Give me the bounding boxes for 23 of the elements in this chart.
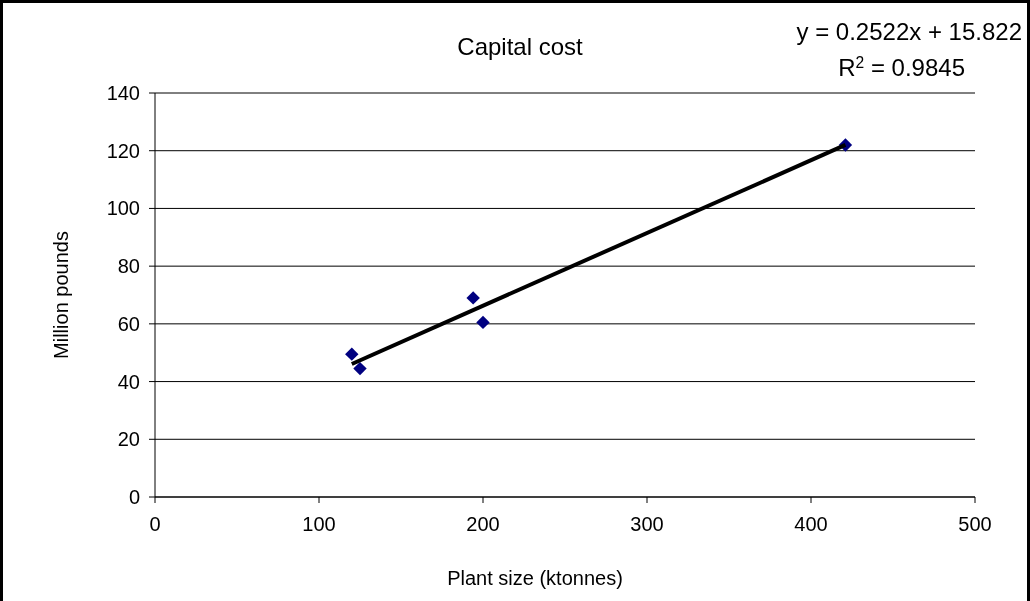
y-tick-label: 20 <box>117 428 140 451</box>
y-tick-label: 0 <box>128 486 140 508</box>
point <box>353 361 367 376</box>
x-tick-label: 500 <box>958 513 992 535</box>
y-tick-label: 60 <box>117 312 140 335</box>
y-tick-label: 140 <box>106 82 140 104</box>
text: R$^{2}$ = 0.9845 <box>838 53 965 81</box>
point <box>345 347 359 361</box>
y-tick-label: 40 <box>117 370 140 393</box>
y-tick-label: 100 <box>106 197 140 220</box>
text: y = 0.2522x + 15.822 <box>796 18 1022 45</box>
y-axis-title: Million pounds <box>50 231 72 359</box>
point <box>476 315 490 330</box>
point <box>466 291 480 305</box>
x-tick-label: 300 <box>630 513 664 535</box>
x-tick-label: 200 <box>466 513 500 535</box>
y-tick-label: 120 <box>106 139 140 162</box>
x-tick-label: 0 <box>149 513 161 535</box>
y-tick-label: 80 <box>117 255 140 278</box>
x-tick-label: 100 <box>302 513 336 535</box>
chart-title: Capital cost <box>457 33 584 60</box>
x-axis-title: Plant size (ktonnes) <box>447 567 623 589</box>
x-tick-label: 400 <box>794 513 828 535</box>
